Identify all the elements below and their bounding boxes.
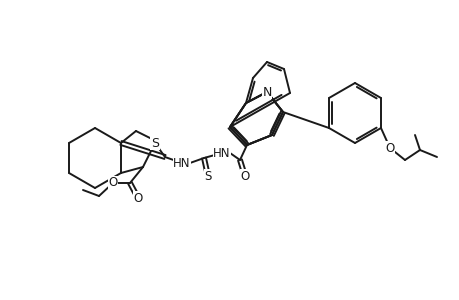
Text: S: S — [204, 169, 211, 182]
Text: O: O — [240, 169, 249, 182]
Text: HN: HN — [213, 146, 230, 160]
Text: O: O — [385, 142, 394, 154]
Text: O: O — [133, 191, 142, 205]
Text: N: N — [262, 85, 271, 98]
Text: S: S — [151, 136, 159, 149]
Text: O: O — [108, 176, 118, 190]
Text: HN: HN — [173, 157, 190, 169]
